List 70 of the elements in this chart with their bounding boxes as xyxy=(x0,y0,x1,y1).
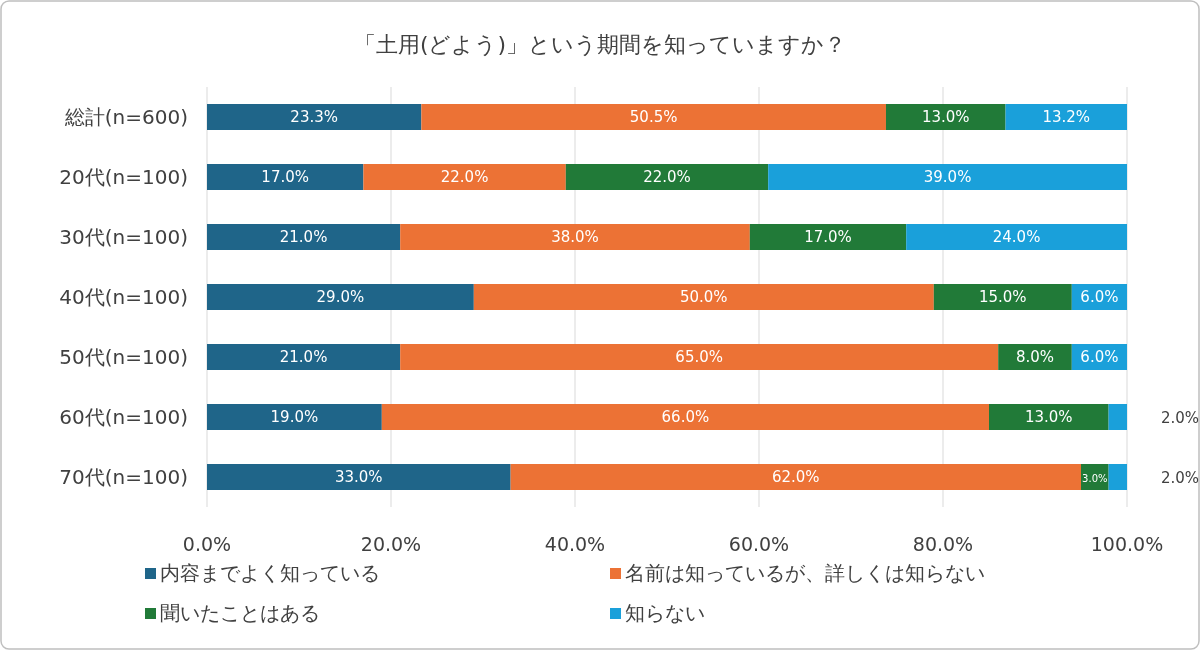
data-label: 29.0% xyxy=(316,288,365,306)
bar xyxy=(749,224,907,250)
data-label: 6.0% xyxy=(1080,348,1119,366)
data-label: 3.0% xyxy=(1082,473,1108,484)
data-label: 13.2% xyxy=(1042,108,1091,126)
bar xyxy=(989,404,1109,430)
data-label: 13.0% xyxy=(921,108,970,126)
bar xyxy=(207,224,401,250)
bar xyxy=(207,344,401,370)
bar xyxy=(207,464,511,490)
data-label: 24.0% xyxy=(992,228,1041,246)
x-tick-label: 40.0% xyxy=(544,533,606,555)
data-label: 21.0% xyxy=(279,228,328,246)
bar xyxy=(421,104,886,130)
legend-label: 名前は知っているが、詳しくは知らない xyxy=(625,561,985,585)
y-tick-label: 40代(n=100) xyxy=(59,285,188,309)
chart-title: 「土用(どよう)」という期間を知っていますか？ xyxy=(353,32,847,57)
bar xyxy=(885,104,1006,130)
data-label: 17.0% xyxy=(804,228,852,246)
bar xyxy=(400,344,999,370)
legend-label: 知らない xyxy=(625,601,705,625)
data-label: 15.0% xyxy=(978,288,1027,306)
data-label: 8.0% xyxy=(1015,348,1055,366)
x-tick-label: 0.0% xyxy=(182,533,232,555)
data-label: 13.0% xyxy=(1024,408,1073,426)
data-label: 22.0% xyxy=(643,168,691,186)
bar xyxy=(510,464,1081,490)
legend-label: 内容までよく知っている xyxy=(160,561,380,585)
legend-label: 聞いたことはある xyxy=(160,601,320,625)
x-tick-label: 20.0% xyxy=(360,533,422,555)
y-tick-label: 30代(n=100) xyxy=(59,225,188,249)
bar xyxy=(1108,464,1127,490)
y-tick-label: 20代(n=100) xyxy=(59,165,188,189)
bar xyxy=(906,224,1127,250)
y-tick-label: 70代(n=100) xyxy=(59,465,188,489)
bar xyxy=(1005,104,1127,130)
data-label: 65.0% xyxy=(675,348,724,366)
y-tick-label: 50代(n=100) xyxy=(59,345,188,369)
bar xyxy=(207,284,474,310)
bar xyxy=(565,164,769,190)
data-label: 2.0% xyxy=(1161,469,1200,487)
y-tick-label: 総計(n=600) xyxy=(63,105,188,129)
bar xyxy=(207,104,422,130)
bar xyxy=(933,284,1072,310)
data-label: 50.5% xyxy=(629,108,678,126)
data-label: 23.3% xyxy=(290,108,339,126)
data-label: 21.0% xyxy=(279,348,328,366)
data-label: 38.0% xyxy=(551,228,599,246)
bar xyxy=(400,224,750,250)
bar xyxy=(768,164,1127,190)
data-label: 2.0% xyxy=(1161,409,1200,427)
bar xyxy=(363,164,566,190)
bar xyxy=(207,164,364,190)
data-label: 6.0% xyxy=(1080,288,1119,306)
data-label: 33.0% xyxy=(334,468,383,486)
data-label: 39.0% xyxy=(923,168,972,186)
data-label: 62.0% xyxy=(771,468,820,486)
x-tick-label: 80.0% xyxy=(912,533,974,555)
bar xyxy=(381,404,989,430)
data-label: 66.0% xyxy=(661,408,710,426)
x-tick-label: 100.0% xyxy=(1090,533,1164,555)
bar xyxy=(1108,404,1127,430)
bar xyxy=(207,404,382,430)
bar xyxy=(473,284,934,310)
y-tick-label: 60代(n=100) xyxy=(59,405,188,429)
data-label: 17.0% xyxy=(261,168,310,186)
data-label: 19.0% xyxy=(270,408,319,426)
x-tick-label: 60.0% xyxy=(728,533,790,555)
data-label: 22.0% xyxy=(440,168,489,186)
data-label: 50.0% xyxy=(679,288,728,306)
